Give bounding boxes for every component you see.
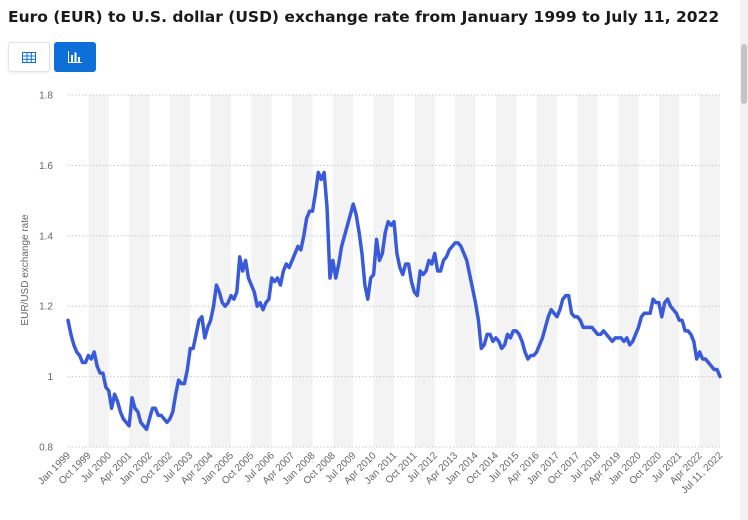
bar-chart-icon [68,51,82,63]
scrollbar-thumb[interactable] [741,44,747,104]
y-tick-label: 1.8 [39,91,53,102]
column-band [536,95,557,447]
column-band [129,95,150,447]
column-band [332,95,354,447]
y-tick-label: 1.6 [39,161,53,172]
page-scrollbar[interactable] [740,0,748,520]
column-band [699,95,720,447]
column-band [251,95,272,447]
y-axis-label: EUR/USD exchange rate [20,214,31,326]
column-band [169,95,191,447]
series-line [66,170,722,432]
table-icon [22,51,36,63]
table-view-button[interactable] [8,42,50,72]
y-axis-ticks: 0.8 1 1.2 1.4 1.6 1.8 [39,91,53,454]
column-band [658,95,680,447]
y-tick-label: 1.4 [39,231,53,242]
y-tick-label: 1 [47,372,53,383]
chart-view-button[interactable] [54,42,96,72]
column-band [455,95,476,447]
column-band [88,95,109,447]
view-toolbar [8,42,96,72]
column-band [292,95,313,447]
y-tick-label: 0.8 [39,443,53,454]
column-band [577,95,598,447]
column-band [495,95,517,447]
column-band [210,95,231,447]
column-band [373,95,394,447]
y-tick-label: 1.2 [39,302,53,313]
column-bands [88,95,720,447]
column-band [618,95,639,447]
page-title: Euro (EUR) to U.S. dollar (USD) exchange… [8,8,720,26]
